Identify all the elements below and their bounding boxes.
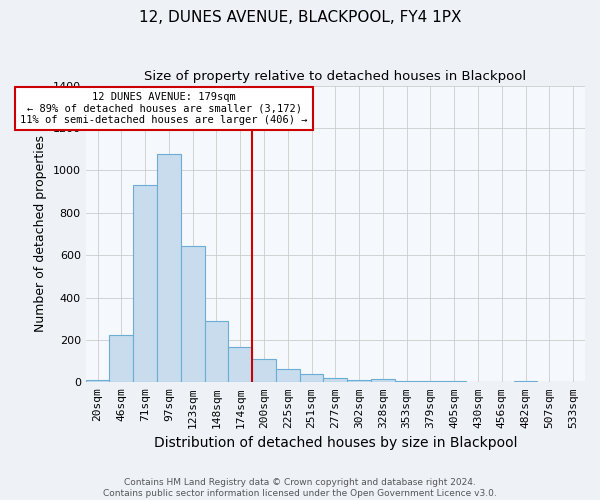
Bar <box>371 379 395 382</box>
Bar <box>109 334 133 382</box>
Bar <box>133 185 157 382</box>
Text: Contains HM Land Registry data © Crown copyright and database right 2024.
Contai: Contains HM Land Registry data © Crown c… <box>103 478 497 498</box>
Bar <box>181 246 205 382</box>
Bar <box>86 380 109 382</box>
Y-axis label: Number of detached properties: Number of detached properties <box>34 136 47 332</box>
Bar <box>323 378 347 382</box>
Bar <box>419 381 442 382</box>
Bar <box>229 348 252 382</box>
Bar <box>205 321 229 382</box>
Bar <box>514 380 538 382</box>
Bar <box>157 154 181 382</box>
Bar <box>276 368 299 382</box>
Bar <box>299 374 323 382</box>
Text: 12, DUNES AVENUE, BLACKPOOL, FY4 1PX: 12, DUNES AVENUE, BLACKPOOL, FY4 1PX <box>139 10 461 25</box>
Title: Size of property relative to detached houses in Blackpool: Size of property relative to detached ho… <box>144 70 526 83</box>
Bar <box>442 381 466 382</box>
Bar <box>252 359 276 382</box>
Bar <box>347 380 371 382</box>
X-axis label: Distribution of detached houses by size in Blackpool: Distribution of detached houses by size … <box>154 436 517 450</box>
Bar <box>395 380 419 382</box>
Text: 12 DUNES AVENUE: 179sqm
← 89% of detached houses are smaller (3,172)
11% of semi: 12 DUNES AVENUE: 179sqm ← 89% of detache… <box>20 92 308 125</box>
